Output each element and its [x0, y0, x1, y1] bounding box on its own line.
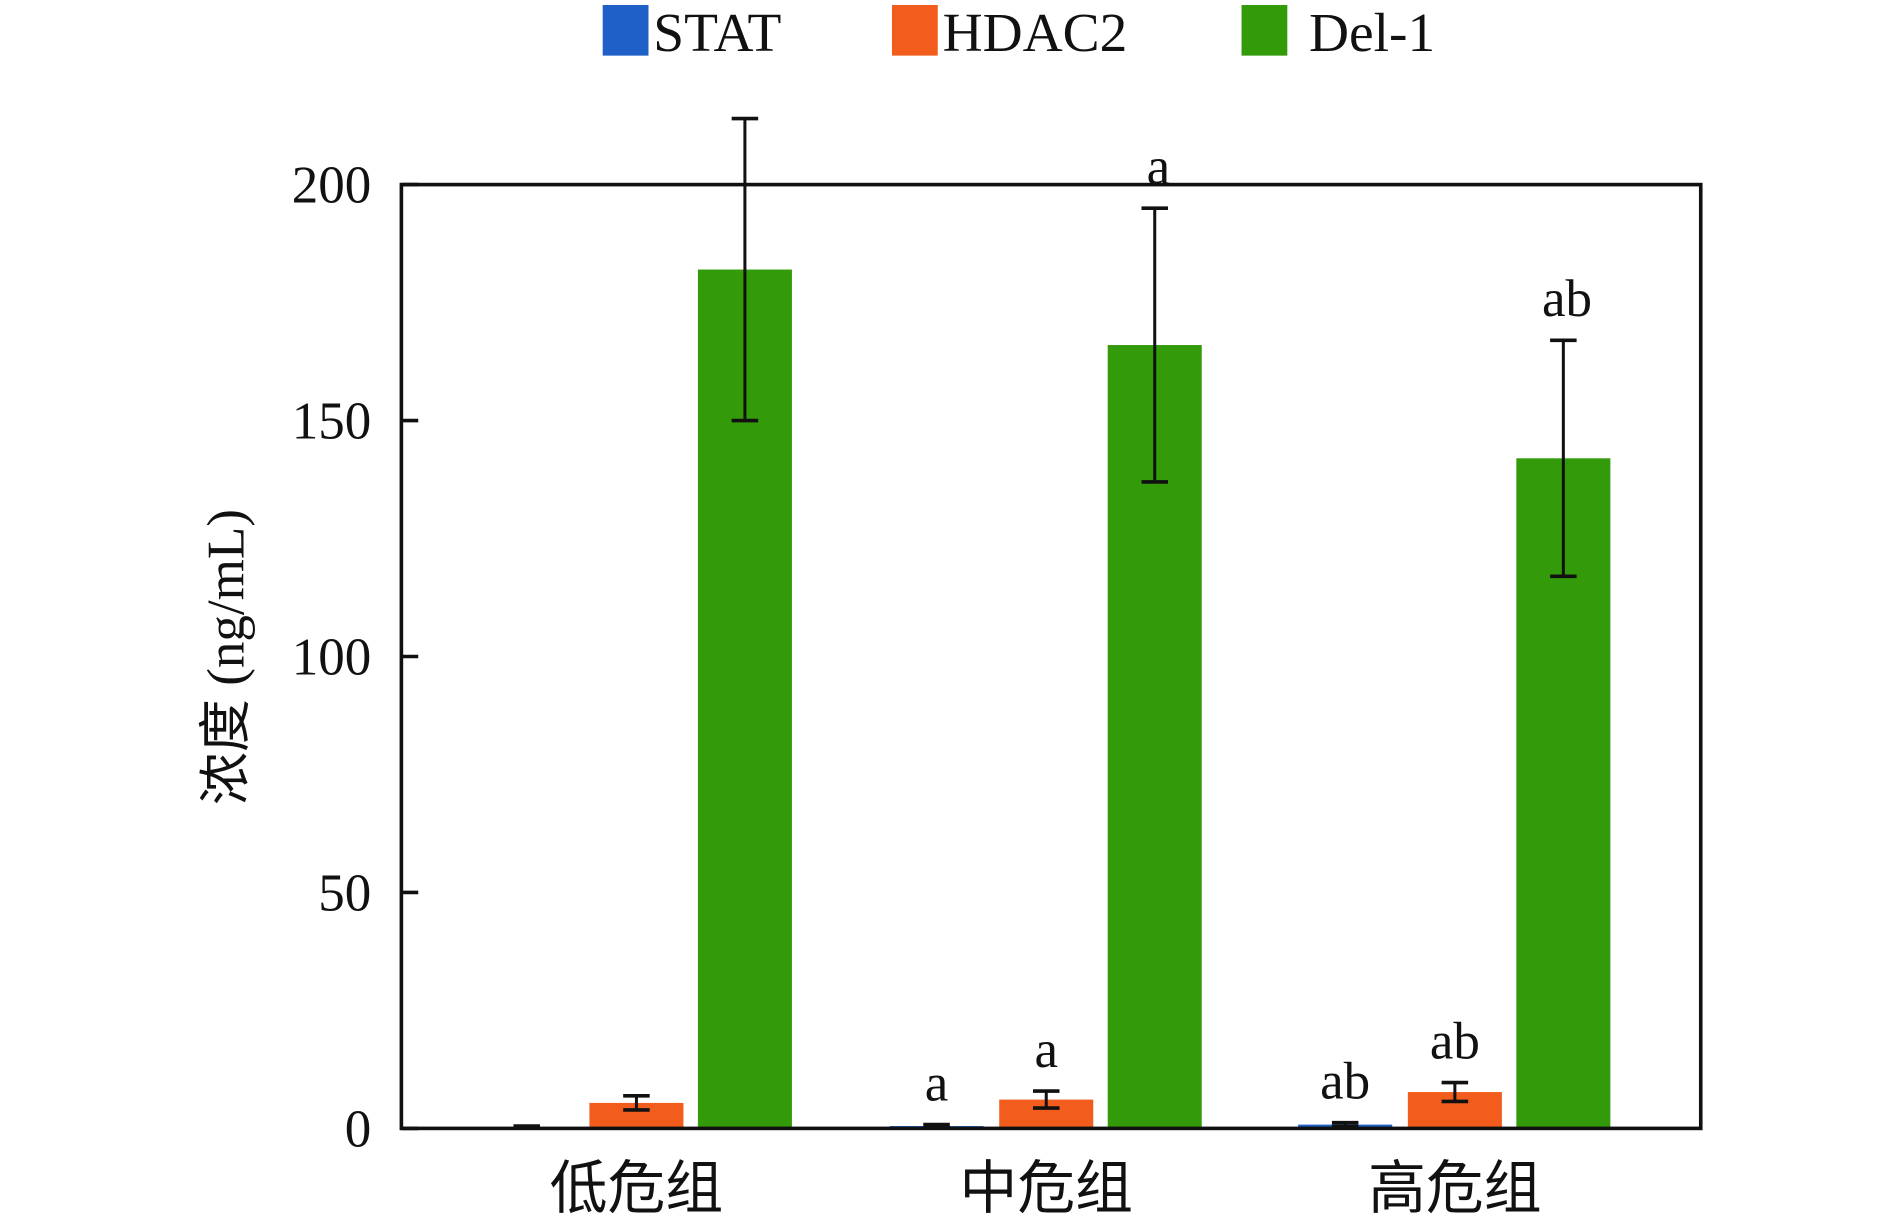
legend: STAT HDAC2 Del-1 [602, 2, 1435, 63]
legend-swatch-stat [602, 5, 649, 56]
error-bar [1550, 338, 1577, 579]
error-bar [1141, 206, 1168, 484]
y-axis: 0 50 100 150 200 [292, 157, 419, 1158]
error-bar [731, 116, 759, 423]
significance-label: a [1147, 138, 1171, 196]
legend-swatch-hdac2 [891, 5, 938, 56]
plot-frame [399, 182, 1703, 1131]
y-axis-label: 浓度 (ng/mL) [197, 509, 255, 805]
legend-label: Del-1 [1309, 2, 1435, 63]
legend-swatch-del-1 [1241, 5, 1288, 56]
significance-label: a [1034, 1021, 1058, 1079]
y-tick-label: 100 [292, 629, 372, 687]
significance-label: ab [1320, 1053, 1370, 1111]
error-bar [1441, 1080, 1469, 1104]
error-bars [513, 116, 1577, 1130]
y-tick-label: 200 [292, 157, 372, 215]
error-bar [1331, 1120, 1359, 1129]
significance-label: ab [1542, 270, 1592, 328]
significance-label: ab [1430, 1013, 1480, 1071]
legend-label: STAT [653, 2, 781, 63]
y-tick-label: 50 [318, 865, 371, 923]
x-tick-label: 高危组 [1368, 1156, 1542, 1221]
error-bar [1032, 1089, 1060, 1110]
x-tick-label: 低危组 [550, 1156, 724, 1221]
bars [479, 269, 1611, 1129]
legend-label: HDAC2 [943, 2, 1128, 63]
annotations: a ab a ab a ab [925, 138, 1592, 1112]
x-axis: 低危组 中危组 高危组 [550, 1156, 1542, 1221]
y-tick-label: 150 [292, 393, 372, 451]
x-tick-label: 中危组 [959, 1156, 1133, 1221]
error-bar [623, 1094, 650, 1112]
significance-label: a [925, 1055, 949, 1113]
y-tick-label: 0 [345, 1100, 372, 1158]
